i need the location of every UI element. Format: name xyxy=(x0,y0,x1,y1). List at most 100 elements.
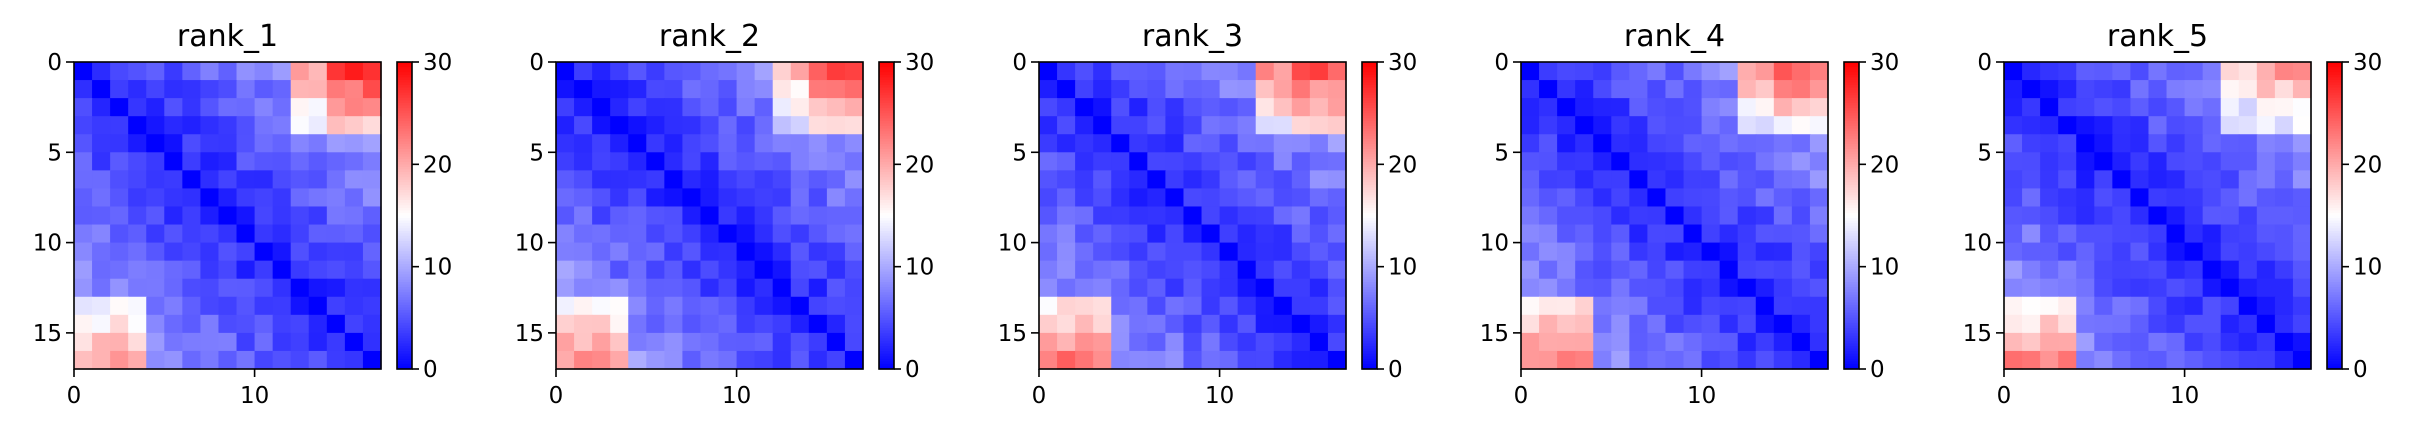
heatmap-cell xyxy=(2220,188,2240,208)
heatmap-cell xyxy=(1737,224,1757,244)
colorbar-segment xyxy=(1844,356,1859,360)
heatmap-cell xyxy=(1539,134,1558,153)
heatmap-cell xyxy=(556,134,575,153)
heatmap-cell xyxy=(1183,314,1203,334)
heatmap-cell xyxy=(1809,116,1829,135)
heatmap-cell xyxy=(326,134,346,153)
colorbar-segment xyxy=(1844,95,1859,99)
heatmap-cell xyxy=(1539,350,1558,370)
heatmap-cell xyxy=(254,188,274,208)
heatmap-cell xyxy=(200,98,220,117)
colorbar-segment xyxy=(397,77,412,81)
heatmap-cell xyxy=(1575,314,1594,334)
heatmap-cell xyxy=(1201,152,1221,171)
colorbar-segment xyxy=(879,169,894,173)
heatmap-cell xyxy=(1809,206,1829,226)
heatmap-cell xyxy=(1593,350,1612,370)
colorbar-segment xyxy=(1844,72,1859,76)
heatmap-cell xyxy=(772,350,792,370)
heatmap-cell xyxy=(2292,62,2312,81)
heatmap-cell xyxy=(1057,80,1076,99)
heatmap-cell xyxy=(1575,188,1594,208)
heatmap-cell xyxy=(344,188,364,208)
heatmap-cell xyxy=(164,152,183,171)
colorbar-segment xyxy=(1362,292,1377,296)
colorbar-segment xyxy=(879,271,894,275)
colorbar-segment xyxy=(397,282,412,286)
heatmap-cell xyxy=(1111,242,1130,262)
heatmap-cell xyxy=(2058,62,2077,81)
heatmap-cell xyxy=(2058,296,2077,316)
heatmap-cell xyxy=(1237,62,1257,81)
heatmap-cell xyxy=(1237,278,1257,298)
heatmap-cell xyxy=(1291,260,1311,280)
heatmap-cell xyxy=(718,116,738,135)
heatmap-cell xyxy=(2076,350,2095,370)
heatmap-cell xyxy=(344,152,364,171)
heatmap-cell xyxy=(1521,206,1540,226)
heatmap-cell xyxy=(2184,242,2204,262)
colorbar-segment xyxy=(397,358,412,362)
heatmap-cell xyxy=(664,350,684,370)
heatmap-cell xyxy=(610,260,629,280)
colorbar-segment xyxy=(879,138,894,142)
colorbar-segment xyxy=(1362,192,1377,196)
colorbar-segment xyxy=(2327,271,2342,275)
colorbar-segment xyxy=(1844,179,1859,183)
heatmap-cell xyxy=(1755,278,1775,298)
heatmap-cell xyxy=(1273,314,1293,334)
heatmap-cell xyxy=(164,314,183,334)
heatmap-cell xyxy=(1309,80,1329,99)
heatmap-cell xyxy=(844,206,864,226)
colorbar-segment xyxy=(2327,195,2342,199)
colorbar-segment xyxy=(1844,238,1859,242)
heatmap-cell xyxy=(1575,116,1594,135)
heatmap-cell xyxy=(1755,134,1775,153)
heatmap-cell xyxy=(218,116,238,135)
heatmap-cell xyxy=(2148,278,2168,298)
heatmap-cell xyxy=(2004,116,2023,135)
colorbar-segment xyxy=(397,320,412,324)
heatmap-cell xyxy=(1629,350,1649,370)
heatmap-cell xyxy=(1701,116,1721,135)
heatmap-cell xyxy=(1665,224,1685,244)
heatmap-cell xyxy=(272,224,292,244)
heatmap-cell xyxy=(1701,242,1721,262)
heatmap-cell xyxy=(1539,314,1558,334)
heatmap-cell xyxy=(272,260,292,280)
heatmap-cell xyxy=(2076,296,2095,316)
heatmap-cell xyxy=(2094,296,2113,316)
heatmap-cell xyxy=(2130,206,2150,226)
heatmap-cell xyxy=(1111,80,1130,99)
heatmap-cell xyxy=(326,350,346,370)
colorbar-segment xyxy=(1844,274,1859,278)
heatmap-cell xyxy=(1755,314,1775,334)
colorbar-segment xyxy=(879,330,894,334)
heatmap-cell xyxy=(1309,170,1329,190)
heatmap-cell xyxy=(2130,260,2150,280)
colorbar-segment xyxy=(397,123,412,127)
colorbar-segment xyxy=(879,248,894,252)
heatmap-cell xyxy=(1309,224,1329,244)
colorbar-segment xyxy=(1362,294,1377,298)
heatmap-cell xyxy=(2004,224,2023,244)
colorbar-segment xyxy=(1844,182,1859,186)
heatmap-cell xyxy=(2112,332,2132,352)
heatmap-cell xyxy=(1647,134,1667,153)
heatmap-cell xyxy=(700,152,720,171)
heatmap-cell xyxy=(2274,98,2294,117)
heatmap-cell xyxy=(1755,98,1775,117)
heatmap-cell xyxy=(1057,224,1076,244)
heatmap-cell xyxy=(718,296,738,316)
heatmap-cell xyxy=(164,296,183,316)
heatmap-cell xyxy=(2202,278,2222,298)
heatmap-cell xyxy=(1773,224,1793,244)
heatmap-cell xyxy=(1557,152,1576,171)
heatmap-cell xyxy=(1737,296,1757,316)
heatmap-cell xyxy=(128,260,147,280)
heatmap-cell xyxy=(308,242,328,262)
heatmap-cell xyxy=(1147,62,1167,81)
colorbar-segment xyxy=(1362,85,1377,89)
heatmap-cell xyxy=(1309,134,1329,153)
colorbar-segment xyxy=(1844,79,1859,84)
